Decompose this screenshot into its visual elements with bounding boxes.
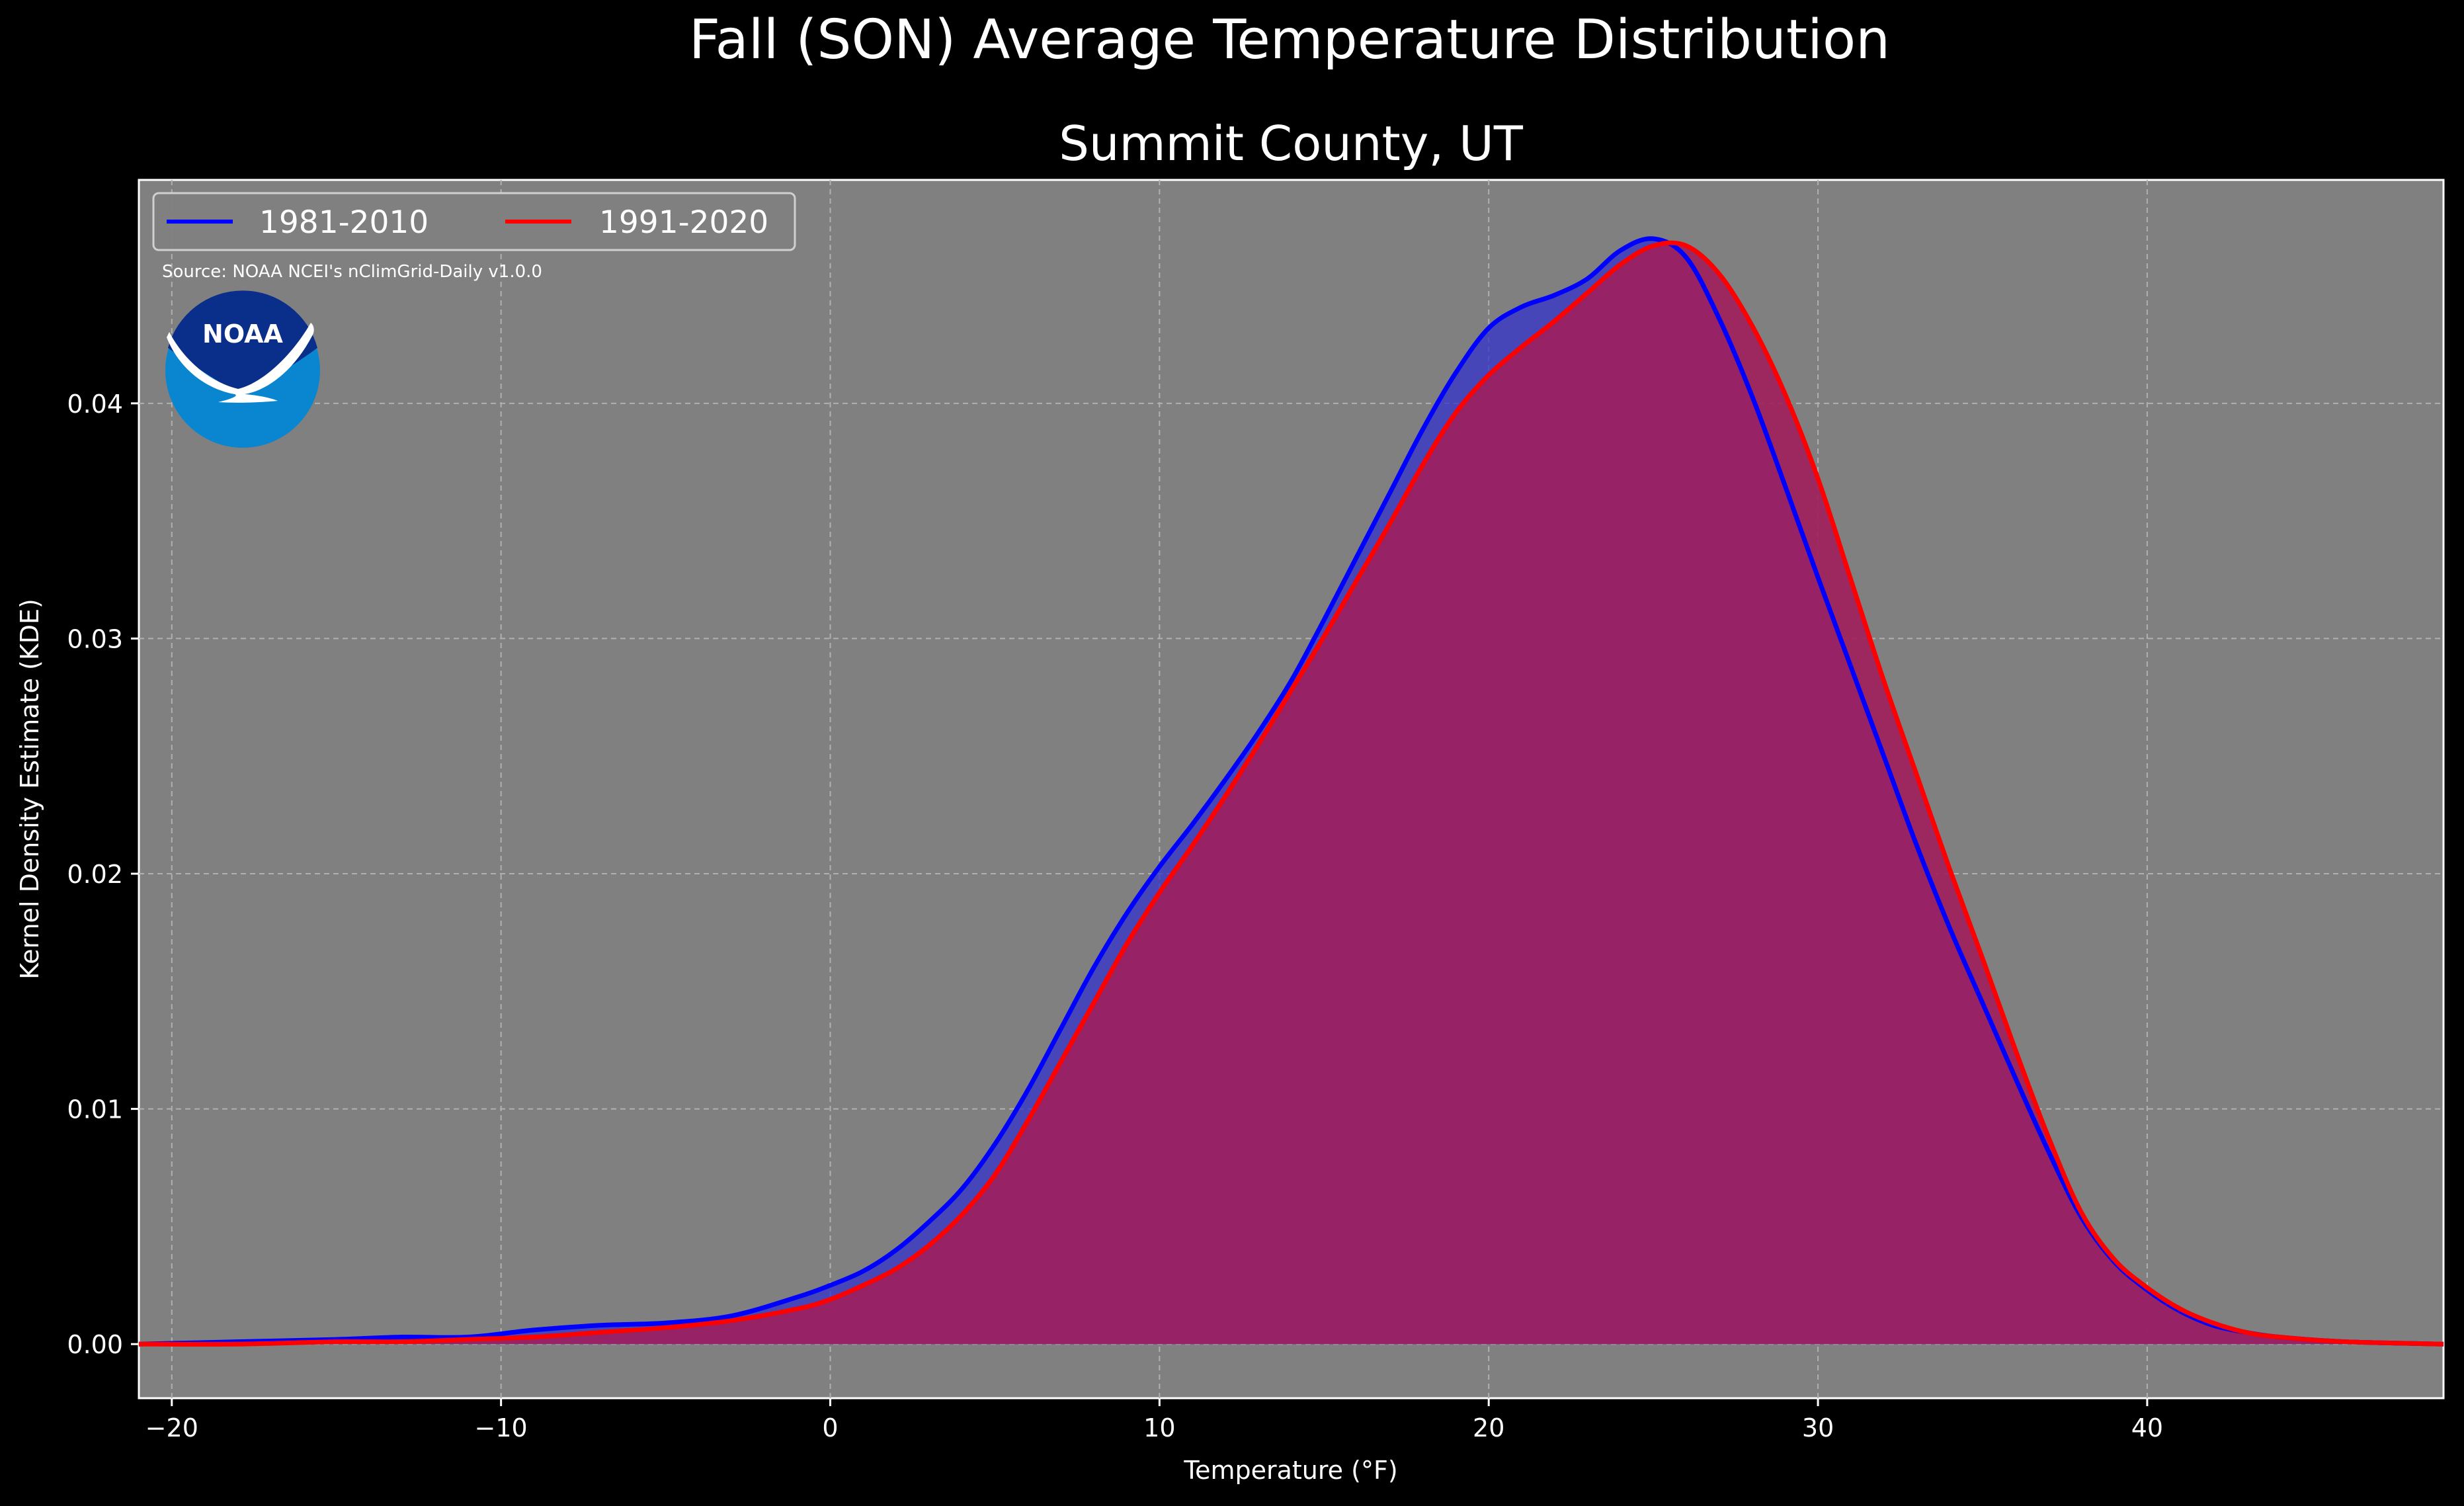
legend-box: [152, 192, 796, 251]
x-tick-label: 10: [1143, 1413, 1175, 1443]
density-lines: [138, 236, 2444, 1347]
y-axis: 0.00 0.01 0.02 0.03 0.04: [67, 390, 139, 1359]
legend-label-1991-2020: 1991-2020: [599, 204, 768, 241]
density-fills: [139, 238, 2443, 1345]
density-fill-1991-2020: [139, 243, 2443, 1345]
y-tick-label: 0.02: [67, 860, 123, 889]
x-tick-label: 40: [2131, 1413, 2163, 1443]
noaa-logo-bird: [167, 323, 314, 403]
y-tick-label: 0.04: [67, 390, 123, 419]
source-note: Source: NOAA NCEI's nClimGrid-Daily v1.0…: [162, 262, 542, 282]
y-axis-label: Kernel Density Estimate (KDE): [15, 599, 44, 980]
legend: 1981-2010 1991-2020: [152, 192, 796, 251]
x-tick-label: 30: [1802, 1413, 1834, 1443]
y-tick-label: 0.00: [67, 1330, 123, 1359]
y-tick-label: 0.03: [67, 624, 123, 653]
density-line-1991-2020: [138, 240, 2444, 1347]
y-tick-label: 0.01: [67, 1095, 123, 1124]
legend-label-1981-2010: 1981-2010: [259, 204, 429, 241]
chart-subtitle: Summit County, UT: [1059, 116, 1524, 171]
noaa-logo: NOAA: [165, 290, 320, 448]
x-axis: −20 −10 0 10 20 30 40: [145, 1398, 2163, 1443]
x-tick-label: −10: [475, 1413, 528, 1443]
noaa-logo-text: NOAA: [202, 319, 283, 349]
x-tick-label: 20: [1473, 1413, 1504, 1443]
density-line-1981-2010: [138, 236, 2444, 1347]
x-tick-label: 0: [822, 1413, 838, 1443]
chart-title: Fall (SON) Average Temperature Distribut…: [689, 9, 1890, 71]
x-tick-label: −20: [145, 1413, 198, 1443]
x-axis-label: Temperature (°F): [1183, 1456, 1397, 1485]
